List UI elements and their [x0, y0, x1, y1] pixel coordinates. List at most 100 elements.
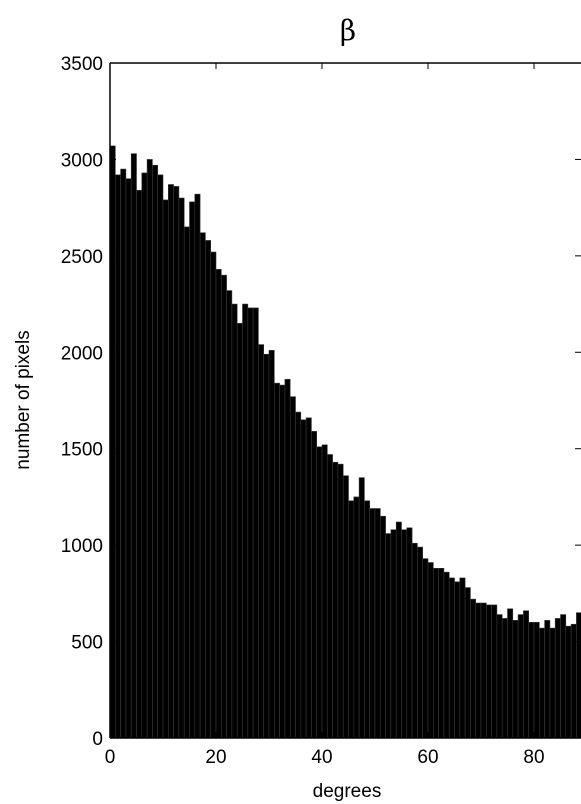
histogram-bar: [411, 542, 418, 739]
histogram-bar: [194, 193, 201, 739]
histogram-bar: [369, 508, 376, 739]
y-tick-label: 1000: [61, 536, 103, 557]
histogram-bar: [289, 396, 296, 739]
histogram-bar: [125, 178, 132, 739]
histogram-bar: [247, 307, 254, 739]
histogram-bar: [342, 475, 349, 739]
x-tick-label: 60: [417, 747, 438, 768]
histogram-bar: [379, 515, 386, 739]
histogram-bar: [242, 303, 249, 739]
histogram-bar: [501, 618, 508, 739]
histogram-bar: [162, 199, 169, 739]
histogram-bar: [326, 454, 333, 739]
bars-group: [109, 145, 581, 739]
histogram-bar: [109, 145, 116, 739]
histogram-bar: [157, 174, 164, 739]
histogram-bar: [533, 621, 540, 739]
histogram-bar: [183, 226, 190, 739]
histogram-bar: [464, 587, 471, 739]
histogram-bar: [496, 614, 503, 739]
histogram-bar: [152, 164, 158, 739]
histogram-bar: [115, 174, 121, 739]
x-tick-label: 20: [205, 747, 226, 768]
histogram-bar: [321, 444, 328, 739]
histogram-bar: [390, 529, 397, 739]
histogram-bar: [374, 508, 381, 739]
histogram-bar: [554, 618, 561, 739]
y-tick-label: 3000: [61, 150, 103, 171]
histogram-bar: [417, 546, 423, 739]
histogram-bar: [332, 461, 339, 739]
histogram-bar: [141, 172, 148, 739]
histogram-bar: [189, 201, 196, 739]
histogram-bar: [231, 303, 238, 739]
histogram-bar: [406, 527, 413, 739]
histogram-bar: [395, 521, 402, 739]
x-tick-label: 0: [105, 747, 116, 768]
histogram-bar: [205, 240, 211, 739]
histogram-bar: [523, 610, 530, 739]
histogram-bar: [173, 186, 180, 739]
x-tick-label: 80: [523, 747, 544, 768]
histogram-bar: [146, 159, 153, 739]
histogram-bar: [544, 620, 551, 739]
y-axis-label: number of pixels: [13, 330, 34, 469]
histogram-bar: [538, 627, 545, 739]
histogram-bar: [316, 446, 323, 739]
histogram-bar: [305, 417, 312, 739]
histogram-bar: [454, 581, 461, 739]
histogram-bar: [491, 604, 498, 739]
histogram-bar: [258, 344, 264, 739]
histogram-bar: [364, 500, 370, 739]
histogram-bar: [136, 189, 143, 739]
histogram-bar: [268, 350, 275, 739]
y-ticks-group: 0 500 1000 1500 2000 2500 3000 3500: [61, 54, 581, 750]
histogram-bar: [475, 602, 482, 739]
histogram-bar: [401, 529, 408, 739]
y-tick-label: 500: [71, 633, 103, 654]
histogram-bar: [459, 577, 466, 739]
histogram-bar: [311, 431, 317, 739]
histogram-bar: [470, 598, 476, 739]
histogram-bar: [385, 533, 392, 739]
histogram-bar: [168, 184, 174, 739]
y-tick-label: 0: [92, 729, 103, 750]
histogram-bar: [448, 577, 455, 739]
chart-title: β: [340, 14, 356, 47]
histogram-bar: [358, 477, 365, 739]
histogram-bar: [300, 419, 307, 739]
x-ticks-group: 0 20 40 60 80: [105, 63, 545, 768]
histogram-bar: [512, 620, 519, 739]
histogram-bar: [221, 274, 227, 739]
x-tick-label: 40: [311, 747, 332, 768]
histogram-bar: [565, 625, 572, 739]
histogram-bar: [210, 251, 217, 739]
histogram-bar: [120, 168, 127, 739]
histogram-bar: [178, 197, 185, 739]
histogram-bar: [576, 612, 581, 739]
histogram-bar: [507, 608, 514, 739]
histogram-bar: [427, 562, 434, 739]
y-tick-label: 2000: [61, 343, 103, 364]
histogram-bar: [348, 500, 355, 739]
histogram-bar: [438, 567, 445, 739]
histogram-bar: [199, 232, 206, 739]
axes-frame: [109, 62, 581, 739]
y-tick-label: 3500: [61, 54, 103, 75]
histogram-bar: [295, 411, 302, 739]
histogram-bar: [432, 567, 439, 739]
histogram-bar: [480, 602, 487, 739]
histogram-bar: [549, 627, 556, 739]
histogram-bar: [485, 604, 492, 739]
histogram-bar: [443, 571, 450, 739]
histogram-bar: [273, 382, 280, 739]
histogram-bar: [560, 614, 567, 739]
histogram-bar: [236, 323, 243, 739]
histogram-bar: [528, 621, 535, 739]
x-axis-label: degrees: [313, 781, 382, 802]
histogram-bar: [226, 290, 233, 739]
histogram-bar: [517, 614, 524, 739]
histogram-bar: [337, 463, 344, 739]
